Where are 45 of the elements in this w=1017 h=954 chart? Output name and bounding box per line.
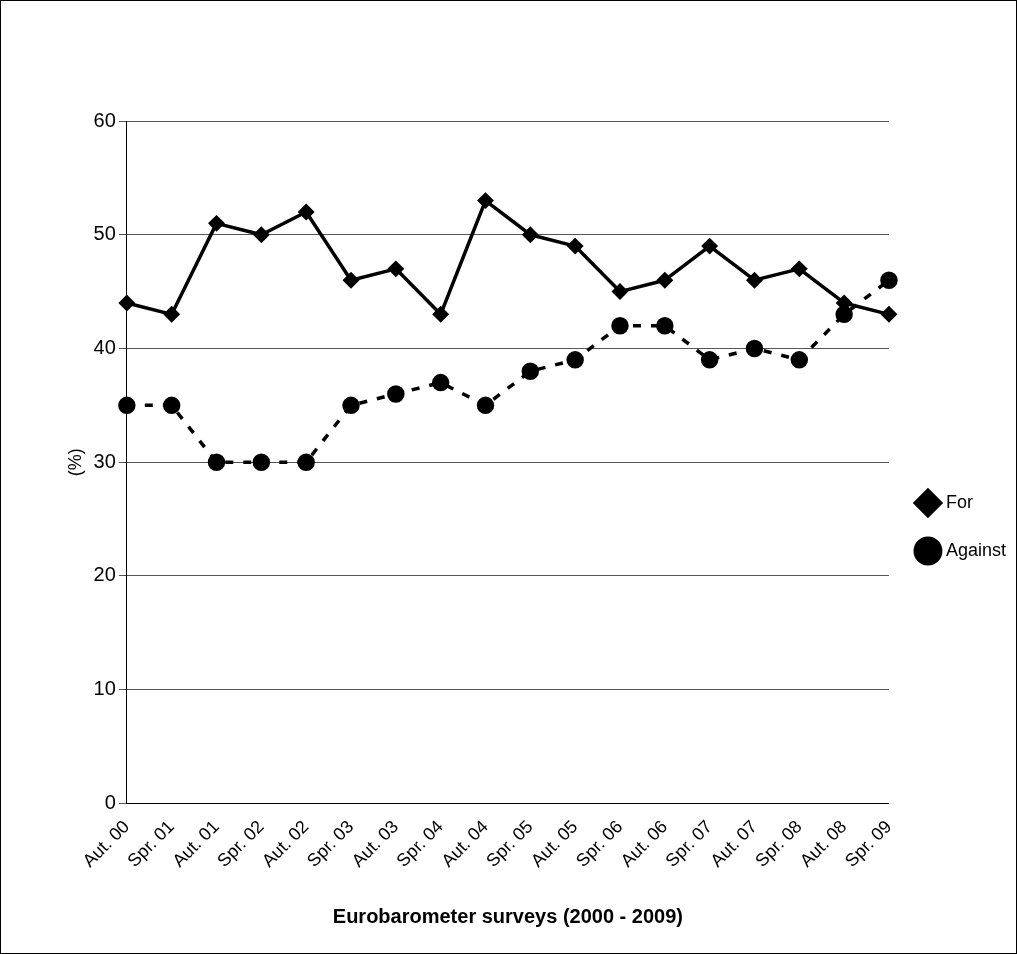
point <box>432 306 449 323</box>
point <box>297 453 315 471</box>
point <box>252 453 271 471</box>
point <box>521 362 540 380</box>
point <box>207 453 226 471</box>
y-tick-label: 40 <box>93 335 116 358</box>
point <box>880 271 898 289</box>
point <box>387 385 405 403</box>
point <box>567 238 583 254</box>
point <box>298 204 314 220</box>
y-tick-label: 30 <box>93 449 116 472</box>
point <box>790 351 809 369</box>
y-axis-title: (%) <box>64 448 85 477</box>
y-tick-label: 0 <box>104 790 116 813</box>
y-tick-label: 60 <box>93 108 116 131</box>
point <box>746 272 763 288</box>
point <box>522 226 539 243</box>
y-tick-label: 50 <box>93 222 116 245</box>
legend-label: For <box>945 491 973 512</box>
point <box>208 215 225 232</box>
x-axis-title: Eurobarometer surveys (2000 - 2009) <box>332 904 683 927</box>
point <box>566 351 584 369</box>
point <box>701 238 718 254</box>
point <box>656 316 674 335</box>
point <box>119 295 135 311</box>
y-tick-label: 10 <box>93 677 116 700</box>
point <box>162 396 181 415</box>
y-tick-label: 20 <box>93 563 116 586</box>
point <box>881 306 897 323</box>
point <box>657 272 673 288</box>
point <box>476 396 495 415</box>
point <box>477 192 494 209</box>
legend-label: Against <box>945 539 1007 560</box>
point <box>700 351 719 369</box>
point <box>791 261 808 277</box>
point <box>163 306 180 323</box>
point <box>253 226 270 243</box>
point <box>118 396 136 415</box>
point <box>745 339 764 358</box>
point <box>612 283 628 300</box>
point <box>342 396 360 415</box>
point <box>431 373 450 392</box>
point <box>611 316 629 335</box>
point <box>388 261 404 277</box>
point <box>343 272 359 288</box>
